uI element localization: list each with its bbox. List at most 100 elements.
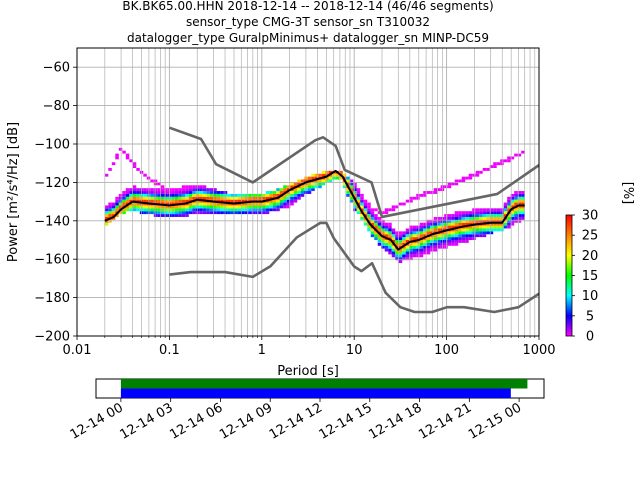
histogram-cell bbox=[251, 211, 256, 215]
histogram-cell bbox=[437, 188, 441, 192]
histogram-cell bbox=[461, 228, 466, 232]
histogram-cell bbox=[419, 254, 424, 258]
histogram-cell bbox=[426, 219, 431, 223]
histogram-cell bbox=[370, 216, 375, 220]
histogram-cell bbox=[388, 248, 392, 252]
histogram-cell bbox=[381, 240, 385, 243]
x-axis-label: Period [s] bbox=[277, 364, 339, 379]
histogram-cell bbox=[143, 193, 147, 197]
colorbar: 0 5 10 15 20 25 30 [%] bbox=[565, 182, 635, 345]
histogram-cell bbox=[521, 205, 525, 209]
y-tick-label: −180 bbox=[34, 291, 70, 306]
histogram-cell bbox=[468, 219, 473, 223]
histogram-cell bbox=[444, 237, 448, 240]
histogram-cell bbox=[468, 228, 473, 232]
histogram-cell bbox=[241, 211, 245, 215]
histogram-cell bbox=[374, 231, 378, 235]
histogram-cell bbox=[451, 216, 455, 220]
histogram-cell bbox=[465, 211, 469, 215]
histogram-cell bbox=[458, 228, 462, 232]
histogram-cell bbox=[181, 205, 186, 209]
histogram-cell bbox=[451, 242, 455, 246]
histogram-cell bbox=[223, 191, 228, 194]
histogram-cell bbox=[199, 188, 203, 192]
colorbar-gradient bbox=[565, 214, 573, 337]
histogram-cell bbox=[367, 211, 371, 215]
histogram-cell bbox=[251, 193, 256, 197]
histogram-cell bbox=[433, 240, 438, 243]
histogram-cell bbox=[388, 245, 392, 249]
histogram-cell bbox=[493, 222, 497, 226]
y-tick-label: −200 bbox=[34, 330, 70, 345]
histogram-cell bbox=[426, 251, 431, 255]
histogram-cell bbox=[454, 219, 459, 223]
histogram-cell bbox=[129, 208, 133, 212]
histogram-cell bbox=[402, 234, 406, 238]
histogram-cell bbox=[132, 165, 137, 168]
histogram-cell bbox=[206, 196, 210, 200]
histogram-cell bbox=[356, 196, 361, 200]
histogram-cell bbox=[381, 219, 385, 223]
histogram-cell bbox=[458, 231, 462, 235]
histogram-cell bbox=[384, 242, 389, 246]
histogram-cell bbox=[374, 225, 378, 229]
histogram-cell bbox=[447, 216, 452, 220]
histogram-cell bbox=[479, 211, 483, 215]
histogram-cell bbox=[185, 191, 189, 194]
histogram-cell bbox=[122, 208, 126, 212]
histogram-cell bbox=[503, 225, 508, 229]
histogram-cell bbox=[451, 182, 455, 186]
histogram-cell bbox=[510, 216, 515, 220]
histogram-cell bbox=[188, 202, 193, 206]
histogram-cell bbox=[283, 185, 287, 189]
histogram-cell bbox=[503, 219, 508, 223]
histogram-cell bbox=[346, 188, 350, 192]
histogram-cell bbox=[342, 173, 347, 177]
histogram-cell bbox=[146, 196, 151, 200]
histogram-cell bbox=[437, 242, 441, 246]
histogram-cell bbox=[416, 228, 420, 232]
histogram-cell bbox=[311, 176, 315, 180]
histogram-cell bbox=[321, 182, 326, 186]
histogram-cell bbox=[146, 191, 151, 194]
histogram-cell bbox=[220, 196, 224, 200]
histogram-cell bbox=[318, 173, 322, 177]
histogram-cell bbox=[437, 240, 441, 243]
histogram-cell bbox=[388, 222, 392, 226]
histogram-cell bbox=[111, 211, 116, 215]
histogram-cell bbox=[433, 234, 438, 238]
histogram-cell bbox=[360, 216, 364, 220]
histogram-cell bbox=[496, 216, 501, 220]
histogram-cell bbox=[444, 222, 448, 226]
histogram-cell bbox=[185, 205, 189, 209]
histogram-cell bbox=[346, 179, 350, 183]
histogram-cell bbox=[479, 231, 483, 235]
histogram-cell bbox=[514, 219, 518, 223]
histogram-cell bbox=[241, 196, 245, 200]
histogram-cell bbox=[328, 176, 333, 180]
histogram-cell bbox=[174, 214, 179, 217]
histogram-cell bbox=[209, 205, 214, 209]
histogram-cell bbox=[514, 216, 518, 220]
histogram-cell bbox=[514, 202, 518, 206]
histogram-cell bbox=[311, 173, 315, 177]
histogram-cell bbox=[489, 219, 494, 223]
histogram-cell bbox=[465, 214, 469, 217]
histogram-cell bbox=[108, 208, 112, 212]
histogram-cell bbox=[342, 182, 347, 186]
histogram-cell bbox=[171, 211, 175, 215]
histogram-cell bbox=[465, 222, 469, 226]
histogram-cell bbox=[454, 234, 459, 238]
histogram-cell bbox=[503, 202, 508, 206]
histogram-cell bbox=[125, 156, 130, 160]
colorbar-label: [%] bbox=[620, 182, 635, 205]
histogram-cell bbox=[353, 205, 357, 209]
histogram-cell bbox=[136, 191, 140, 194]
histogram-cell bbox=[157, 208, 161, 212]
histogram-cell bbox=[269, 193, 273, 197]
timeline-tick-label: 12-14 06 bbox=[167, 400, 225, 442]
ppsd-plot-area: 0.01 0.1 1 10 100 1000 −60 −80 −100 −120 −140 −160… bbox=[6, 47, 556, 379]
histogram-cell bbox=[402, 257, 406, 261]
